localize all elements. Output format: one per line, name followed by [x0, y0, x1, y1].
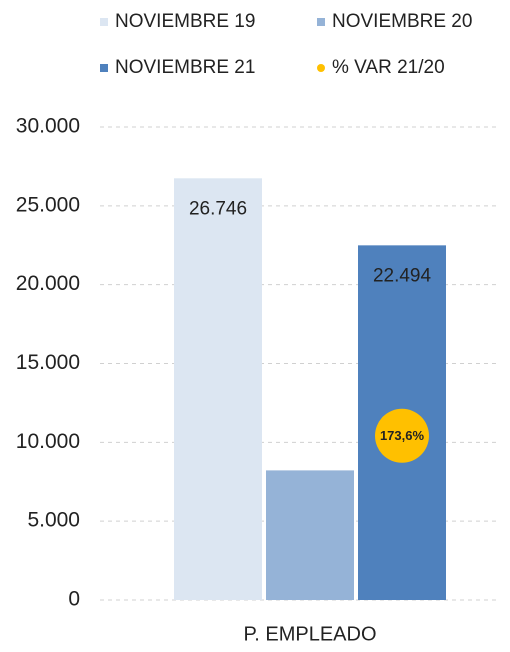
bar: [266, 470, 354, 600]
legend-marker: [317, 18, 325, 26]
legend-marker: [100, 64, 108, 72]
y-tick-label: 25.000: [16, 193, 80, 216]
data-label: 22.494: [373, 265, 432, 286]
legend-label: NOVIEMBRE 21: [115, 57, 255, 78]
point: [375, 408, 429, 463]
legend-label: % VAR 21/20: [332, 57, 445, 78]
legend-marker: [317, 64, 325, 72]
y-tick-label: 0: [68, 588, 80, 611]
legend-label: NOVIEMBRE 20: [332, 11, 472, 32]
bar: [174, 178, 262, 600]
y-tick-label: 30.000: [16, 115, 80, 138]
legend-label: NOVIEMBRE 19: [115, 11, 255, 32]
y-tick-label: 5.000: [27, 509, 80, 532]
y-tick-label: 15.000: [16, 351, 80, 374]
x-tick-label: P. EMPLEADO: [243, 623, 376, 645]
y-tick-label: 10.000: [16, 430, 80, 453]
data-label: 173,6%: [380, 428, 425, 443]
y-tick-label: 20.000: [16, 272, 80, 295]
legend-marker: [100, 18, 108, 26]
data-label: 26.746: [189, 198, 247, 219]
